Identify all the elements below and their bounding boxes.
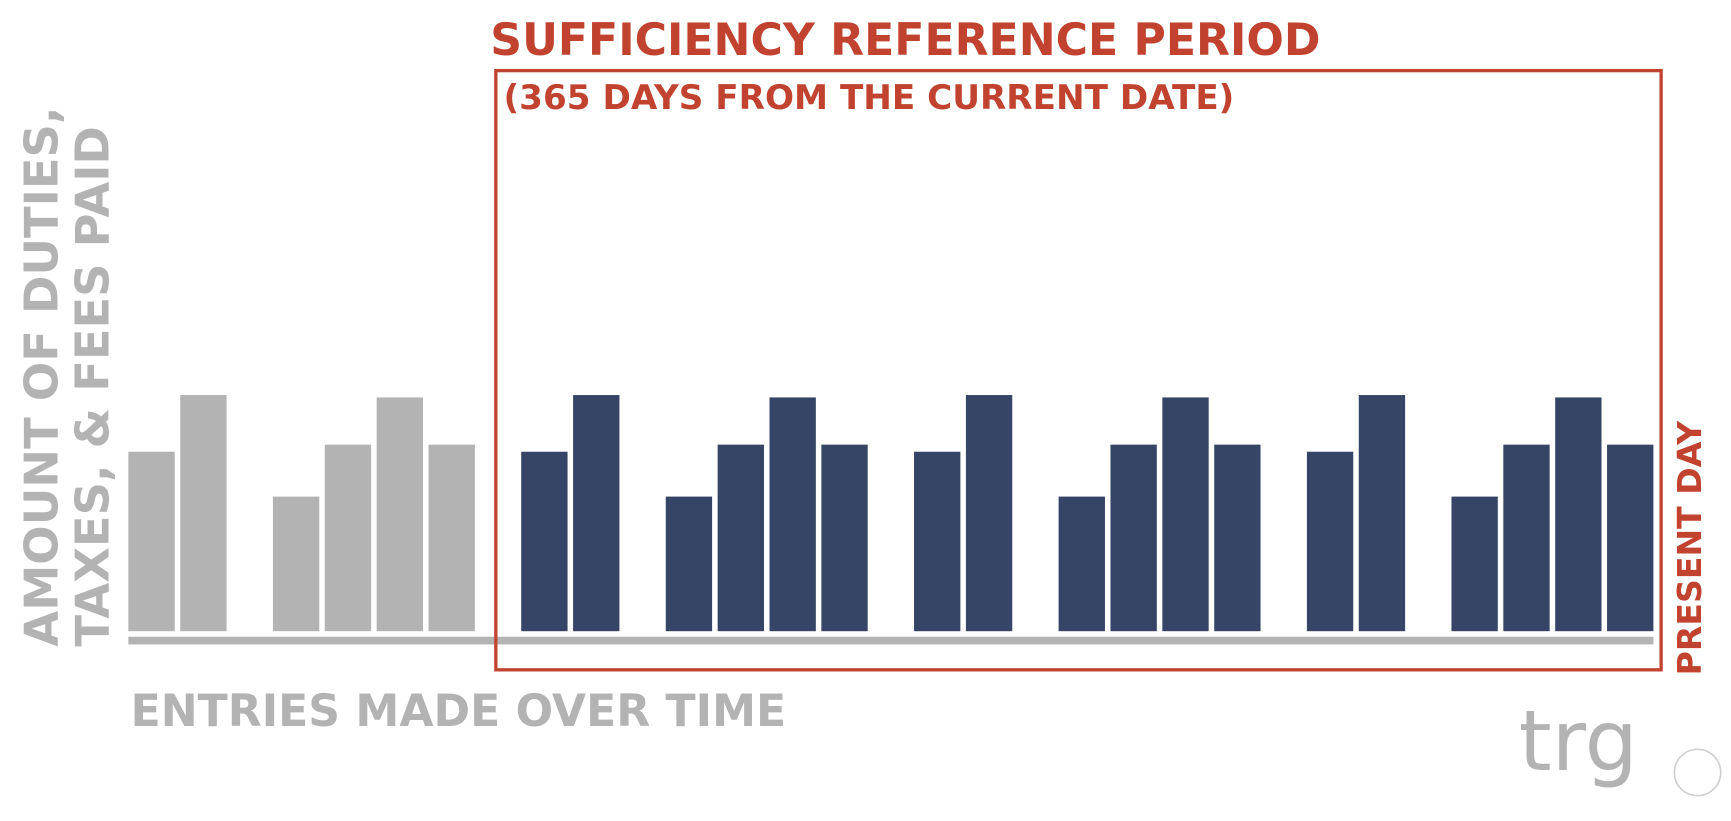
bar: [1555, 397, 1602, 632]
bar: [1110, 444, 1157, 632]
bar: [1058, 496, 1105, 632]
bar: [376, 397, 423, 632]
bar: [428, 444, 475, 632]
logo-globe: [1673, 748, 1722, 797]
bar: [1162, 397, 1209, 632]
bar: [272, 496, 320, 632]
bar: [1503, 444, 1550, 632]
x-label: ENTRIES MADE OVER TIME: [131, 686, 787, 737]
title: SUFFICIENCY REFERENCE PERIOD: [490, 15, 1320, 66]
bar: [1451, 496, 1498, 632]
bar: [1358, 395, 1406, 632]
bar: [324, 444, 372, 632]
bar: [128, 451, 175, 632]
subtitle: (365 DAYS FROM THE CURRENT DATE): [504, 78, 1235, 118]
present-day-label: PRESENT DAY: [1670, 420, 1709, 675]
bar: [1607, 444, 1654, 632]
reference-period-box: [494, 68, 1663, 672]
bar: [180, 395, 227, 632]
bar: [665, 496, 713, 632]
bar: [1214, 444, 1261, 632]
bar: [1306, 451, 1354, 632]
y-label-line: AMOUNT OF DUTIES,: [15, 106, 69, 646]
y-label: AMOUNT OF DUTIES, TAXES, & FEES PAID: [15, 106, 120, 646]
bar: [717, 444, 764, 632]
bar: [821, 444, 868, 632]
bar: [769, 397, 816, 632]
x-axis-line: [128, 636, 1654, 645]
y-label-line: TAXES, & FEES PAID: [66, 126, 120, 647]
bar: [965, 395, 1013, 632]
logo: trg: [1519, 692, 1638, 790]
bar: [521, 451, 568, 632]
bar: [914, 451, 961, 632]
bar: [573, 395, 620, 632]
